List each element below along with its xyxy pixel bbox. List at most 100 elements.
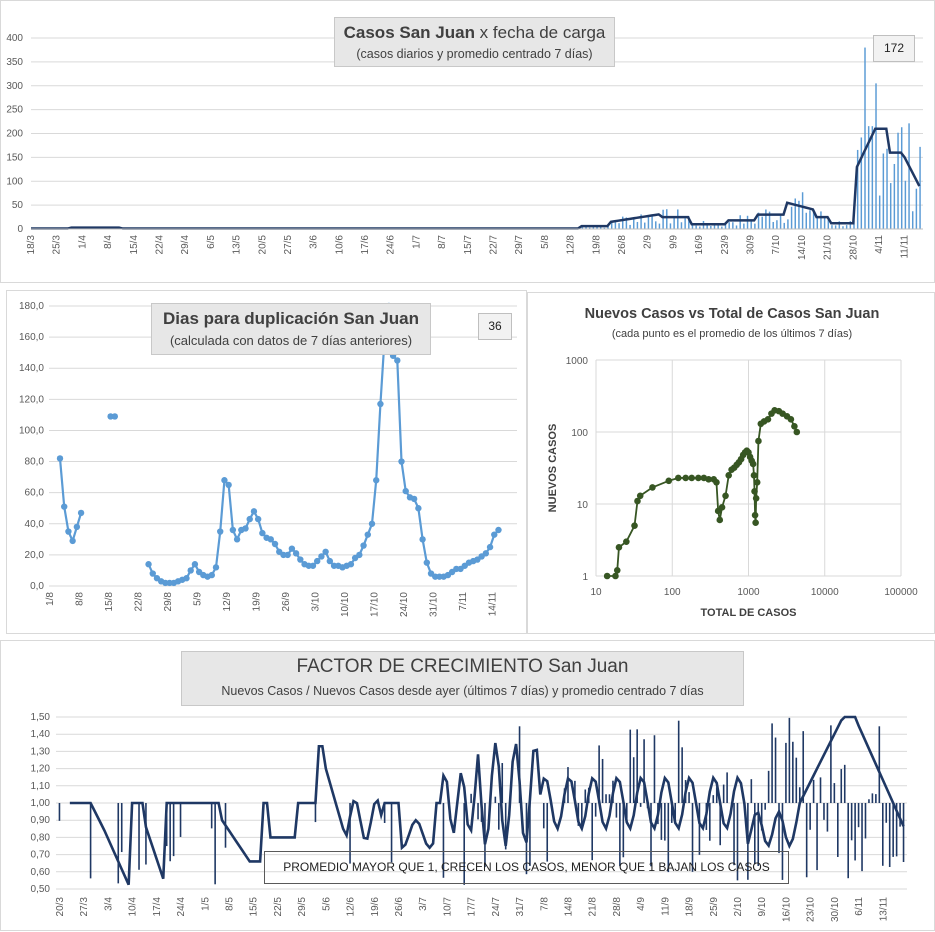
casos-average-line [31,127,921,230]
fc-average-line [69,715,905,886]
casos-x-tick-label: 22/7 [489,235,500,255]
casos-daily-bar [842,226,844,229]
casos-daily-bar [739,215,741,229]
casos-daily-bar [783,222,785,229]
fc-x-tick-label: 6/11 [854,897,865,916]
dup-data-point [56,455,64,462]
dup-data-point [402,487,409,495]
fc-x-tick-label: 9/10 [757,897,768,917]
dup-data-point [259,529,266,537]
nt-data-point [793,428,801,436]
casos-daily-bar [603,227,606,229]
casos-daily-bar [684,218,686,229]
casos-daily-bar [724,222,727,229]
casos-daily-bar [816,218,819,229]
fc-x-tick-label: 3/7 [418,897,429,911]
casos-daily-bar [618,223,620,229]
casos-daily-bar [644,222,646,229]
nt-data-point [725,472,733,479]
dup-data-point [486,543,494,551]
nt-data-point [603,572,611,580]
casos-daily-bar [915,188,918,229]
casos-x-tick-label: 29/7 [514,235,525,255]
nt-x-tick-label: 100000 [884,587,918,598]
dup-data-point [356,551,363,559]
casos-daily-bar [688,216,690,229]
casos-x-tick-label: 5/8 [540,235,551,249]
dup-data-point [394,357,401,364]
casos-daily-bar [809,210,811,229]
casos-daily-bar [610,220,613,229]
casos-y-tick-label: 0 [17,224,23,235]
casos-x-tick-label: 30/9 [745,235,756,255]
casos-daily-bar [750,220,752,229]
nt-data-point [791,422,798,430]
casos-x-tick-label: 6/5 [206,235,217,249]
fc-x-tick-label: 15/5 [249,897,260,917]
casos-y-tick-label: 350 [6,57,23,68]
casos-daily-bar [581,226,584,229]
dup-data-point [284,551,291,559]
dup-data-point [364,531,371,538]
casos-daily-bar [677,209,679,229]
casos-daily-bar [798,200,800,229]
factor-chart-title-box: FACTOR DE CRECIMIENTO San Juan Nuevos Ca… [181,651,744,706]
casos-daily-bar [867,126,870,229]
nt-data-point [623,538,630,545]
dup-data-point [377,400,384,408]
casos-daily-bar [596,226,598,229]
casos-daily-bar [666,209,668,229]
casos-daily-bar [743,223,745,229]
fc-y-tick-label: 0,50 [31,884,51,895]
dup-data-point [313,557,321,565]
dup-x-tick-label: 7/11 [458,592,469,611]
dup-data-point [288,545,296,552]
fc-x-tick-label: 30/10 [830,897,841,922]
casos-daily-bar [662,209,664,229]
dup-y-tick-label: 180,0 [19,301,44,312]
fc-x-tick-label: 13/11 [878,897,889,922]
factor-chart-title-main: FACTOR DE CRECIMIENTO [296,656,543,677]
fc-x-tick-label: 19/6 [370,897,381,917]
casos-daily-bar [856,149,859,229]
dup-data-point [267,536,275,543]
casos-y-tick-label: 250 [6,105,23,116]
nt-data-point [695,474,702,482]
dup-x-tick-label: 14/11 [488,592,499,617]
fc-y-tick-label: 1,50 [31,712,51,723]
nt-x-tick-label: 10000 [811,587,839,598]
nt-data-point [688,474,696,482]
casos-daily-bar [790,206,793,229]
casos-daily-bar [695,225,697,229]
dup-y-tick-label: 60,0 [25,488,45,499]
fc-x-tick-label: 17/4 [152,897,163,917]
casos-x-tick-label: 25/3 [52,235,63,255]
casos-y-tick-label: 200 [6,129,23,140]
nt-data-point [713,479,720,486]
casos-daily-bar [621,216,624,229]
dup-data-point [208,571,215,579]
dup-data-point [250,508,258,515]
casos-daily-bar [629,224,631,229]
dup-data-point [61,503,68,510]
fc-y-tick-label: 0,60 [31,867,51,878]
dup-data-point [77,509,85,517]
casos-daily-bar [717,225,719,229]
dup-data-point [360,542,367,549]
fc-x-tick-label: 5/6 [321,897,332,911]
dup-x-tick-label: 26/9 [281,592,292,612]
casos-daily-bar [680,222,683,229]
duplicacion-chart-panel: 0,0 20,0 40,0 60,0 80,0 100,0 120,0 140,0 160,0 1… [6,290,527,634]
dup-data-point [212,564,220,571]
fc-x-tick-label: 7/8 [539,897,550,911]
casos-daily-bar [908,123,910,229]
dup-data-point [410,495,418,503]
casos-x-tick-label: 15/4 [129,235,140,255]
nt-data-point [752,519,759,526]
dup-data-point [229,526,237,534]
fc-x-tick-label: 10/4 [128,897,139,917]
fc-y-tick-label: 0,90 [31,815,51,826]
fc-y-tick-label: 1,30 [31,746,51,757]
fc-y-tick-label: 1,40 [31,729,51,740]
dup-x-tick-label: 5/9 [193,592,204,606]
